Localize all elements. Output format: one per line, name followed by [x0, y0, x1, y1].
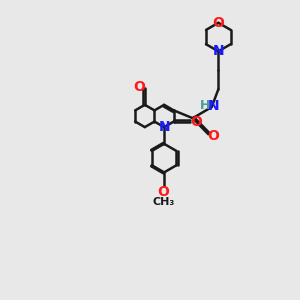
Text: O: O [212, 16, 224, 30]
Text: H: H [200, 99, 210, 112]
Text: O: O [208, 129, 220, 143]
Text: N: N [208, 99, 220, 112]
Text: O: O [157, 185, 169, 199]
Text: N: N [158, 120, 170, 134]
Text: N: N [212, 44, 224, 58]
Text: CH₃: CH₃ [152, 197, 174, 207]
Text: O: O [190, 115, 202, 128]
Text: O: O [134, 80, 146, 94]
